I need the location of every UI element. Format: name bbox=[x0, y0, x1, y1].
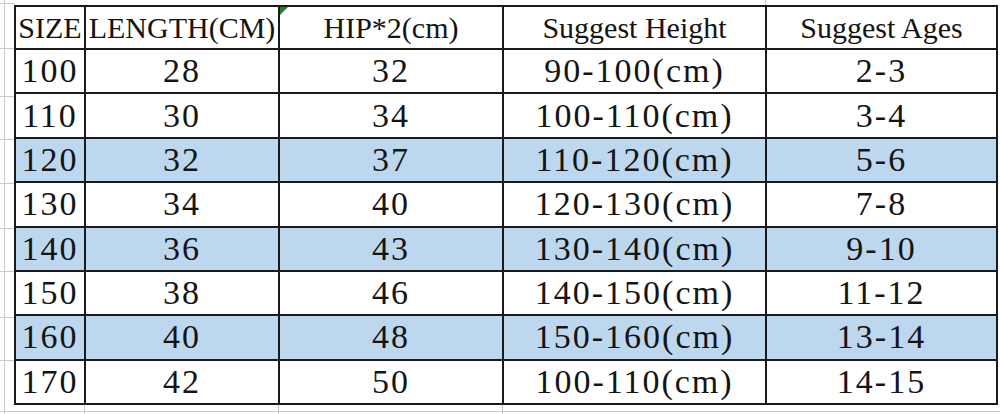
cell-size: 160 bbox=[15, 315, 85, 359]
cell-suggest-ages: 14-15 bbox=[766, 360, 997, 404]
cell-length: 34 bbox=[85, 182, 279, 226]
cell-suggest-ages: 13-14 bbox=[766, 315, 997, 359]
cell-size: 170 bbox=[15, 360, 85, 404]
table-row: 130 34 40 120-130(cm) 7-8 bbox=[15, 182, 997, 226]
cell-length: 28 bbox=[85, 49, 279, 93]
cell-hip: 43 bbox=[279, 227, 503, 271]
cell-suggest-ages: 3-4 bbox=[766, 93, 997, 137]
header-row: SIZE LENGTH(CM) HIP*2(cm) Suggest Height… bbox=[15, 6, 997, 49]
column-header-size: SIZE bbox=[15, 6, 85, 49]
gridline bbox=[0, 96, 14, 97]
cell-error-indicator-icon bbox=[280, 7, 288, 15]
column-header-label: Suggest Ages bbox=[800, 11, 963, 44]
cell-size: 130 bbox=[15, 182, 85, 226]
cell-suggest-ages: 2-3 bbox=[766, 49, 997, 93]
column-header-suggest-ages: Suggest Ages bbox=[766, 6, 997, 49]
column-header-suggest-height: Suggest Height bbox=[503, 6, 766, 49]
cell-size: 140 bbox=[15, 227, 85, 271]
gridline bbox=[0, 228, 14, 229]
gridline bbox=[0, 48, 14, 49]
column-header-label: SIZE bbox=[18, 11, 81, 44]
cell-length: 40 bbox=[85, 315, 279, 359]
table-row: 150 38 46 140-150(cm) 11-12 bbox=[15, 271, 997, 315]
column-header-label: LENGTH(CM) bbox=[89, 11, 276, 44]
gridline bbox=[502, 405, 503, 414]
cell-suggest-height: 120-130(cm) bbox=[503, 182, 766, 226]
cell-length: 30 bbox=[85, 93, 279, 137]
cell-suggest-ages: 9-10 bbox=[766, 227, 997, 271]
column-header-label: Suggest Height bbox=[542, 11, 726, 44]
cell-size: 150 bbox=[15, 271, 85, 315]
cell-hip: 37 bbox=[279, 138, 503, 182]
cell-suggest-ages: 11-12 bbox=[766, 271, 997, 315]
table-row: 110 30 34 100-110(cm) 3-4 bbox=[15, 93, 997, 137]
cell-suggest-ages: 5-6 bbox=[766, 138, 997, 182]
column-header-hip: HIP*2(cm) bbox=[279, 6, 503, 49]
gridline bbox=[0, 3, 14, 4]
cell-suggest-height: 140-150(cm) bbox=[503, 271, 766, 315]
cell-size: 120 bbox=[15, 138, 85, 182]
gridline bbox=[0, 317, 14, 318]
cell-suggest-height: 90-100(cm) bbox=[503, 49, 766, 93]
cell-suggest-height: 130-140(cm) bbox=[503, 227, 766, 271]
cell-hip: 40 bbox=[279, 182, 503, 226]
column-header-length: LENGTH(CM) bbox=[85, 6, 279, 49]
table-row: 100 28 32 90-100(cm) 2-3 bbox=[15, 49, 997, 93]
cell-hip: 34 bbox=[279, 93, 503, 137]
table-row: 140 36 43 130-140(cm) 9-10 bbox=[15, 227, 997, 271]
gridline bbox=[0, 271, 14, 272]
cell-suggest-height: 100-110(cm) bbox=[503, 360, 766, 404]
cell-length: 36 bbox=[85, 227, 279, 271]
cell-suggest-height: 100-110(cm) bbox=[503, 93, 766, 137]
gridline bbox=[0, 411, 1000, 412]
table-row: 170 42 50 100-110(cm) 14-15 bbox=[15, 360, 997, 404]
table-row: 160 40 48 150-160(cm) 13-14 bbox=[15, 315, 997, 359]
gridline bbox=[84, 405, 85, 414]
cell-suggest-height: 110-120(cm) bbox=[503, 138, 766, 182]
cell-size: 110 bbox=[15, 93, 85, 137]
cell-length: 42 bbox=[85, 360, 279, 404]
gridline bbox=[278, 405, 279, 414]
table-row: 120 32 37 110-120(cm) 5-6 bbox=[15, 138, 997, 182]
cell-suggest-ages: 7-8 bbox=[766, 182, 997, 226]
gridline bbox=[4, 0, 5, 414]
gridline bbox=[0, 139, 14, 140]
cell-hip: 50 bbox=[279, 360, 503, 404]
gridline bbox=[0, 183, 14, 184]
cell-hip: 46 bbox=[279, 271, 503, 315]
gridline bbox=[0, 360, 14, 361]
column-header-label: HIP*2(cm) bbox=[324, 11, 459, 44]
cell-length: 32 bbox=[85, 138, 279, 182]
cell-length: 38 bbox=[85, 271, 279, 315]
table-body: 100 28 32 90-100(cm) 2-3 110 30 34 100-1… bbox=[15, 49, 997, 404]
size-chart-table: SIZE LENGTH(CM) HIP*2(cm) Suggest Height… bbox=[14, 5, 998, 405]
cell-suggest-height: 150-160(cm) bbox=[503, 315, 766, 359]
cell-hip: 48 bbox=[279, 315, 503, 359]
cell-hip: 32 bbox=[279, 49, 503, 93]
cell-size: 100 bbox=[15, 49, 85, 93]
